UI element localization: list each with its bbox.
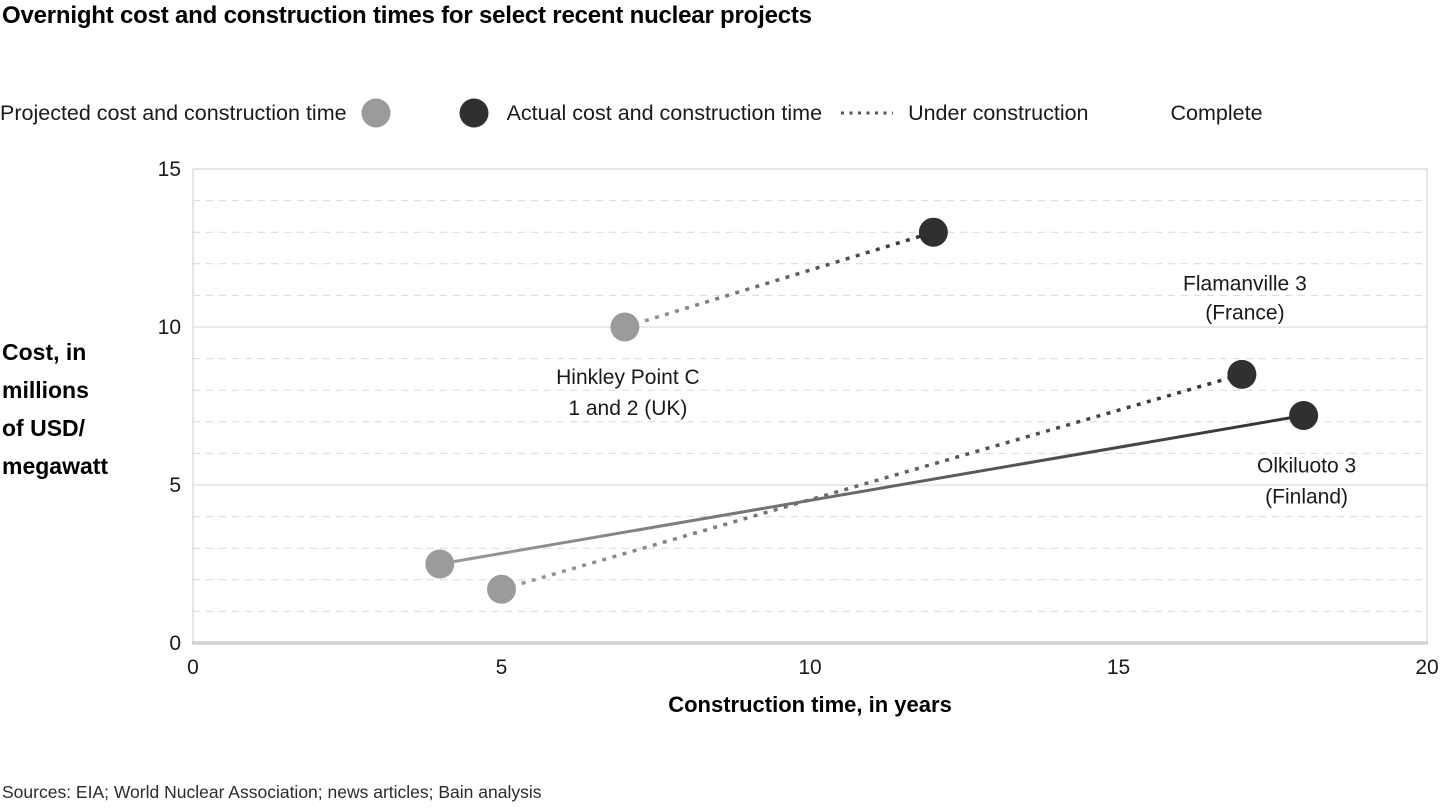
x-axis-tick-label: 20 (1415, 656, 1438, 679)
series-line-under_construction (501, 372, 1243, 591)
legend-complete-label: Complete (1170, 100, 1263, 125)
x-axis-tick-label: 15 (1107, 656, 1130, 679)
series-label-line: (Finland) (1265, 485, 1348, 508)
projected-data-point (425, 549, 455, 579)
y-axis-tick-label: 5 (169, 474, 181, 497)
projected-data-point (610, 312, 640, 342)
x-axis-title: Construction time, in years (668, 692, 952, 717)
y-axis-tick-label: 15 (158, 158, 181, 181)
series-label: Olkiluoto 3 (Finland) (1257, 454, 1356, 508)
actual-data-point (1289, 400, 1319, 430)
legend-actual-dot-icon (459, 98, 489, 128)
page-title: Overnight cost and construction times fo… (2, 2, 812, 29)
x-axis-tick-label: 10 (798, 656, 821, 679)
chart-svg: 0 5 10 15 20 0 5 10 15 Construction time, in year… (158, 158, 1439, 717)
legend-complete-sample (1106, 111, 1157, 115)
legend-projected-dot-icon (361, 98, 391, 128)
series-line-complete (439, 414, 1304, 566)
legend-projected-actual-sample (361, 98, 489, 128)
series-label-line: Flamanville 3 (1183, 272, 1307, 295)
chart-legend: Projected cost and construction time Act… (0, 95, 1440, 131)
projected-data-point (487, 574, 516, 604)
series-label-line: Olkiluoto 3 (1257, 454, 1356, 477)
actual-data-point (1227, 359, 1257, 389)
sources-note: Sources: EIA; World Nuclear Association;… (2, 782, 542, 802)
series-line-under_construction (624, 230, 934, 329)
series-label: Flamanville 3 (France) (1183, 272, 1307, 324)
series-label-line: Hinkley Point C (556, 366, 700, 389)
legend-actual-label: Actual cost and construction time (506, 100, 823, 125)
series-label: Hinkley Point C 1 and 2 (UK) (556, 366, 700, 420)
plot-border (192, 168, 1428, 644)
legend-under-construction-label: Under construction (908, 100, 1089, 125)
legend-projected-label: Projected cost and construction time (0, 100, 347, 125)
x-axis-tick-label: 0 (187, 656, 199, 679)
y-axis-tick-label: 0 (169, 632, 181, 655)
gridlines (193, 200, 1427, 612)
x-axis-tick-label: 5 (496, 656, 508, 679)
actual-data-point (918, 217, 948, 247)
series-label-line: (France) (1205, 301, 1284, 324)
y-axis-title: Cost, in millions of USD/ megawatt (2, 339, 109, 479)
series-label-line: 1 and 2 (UK) (568, 397, 687, 420)
y-axis-tick-label: 10 (158, 316, 181, 339)
legend-under-construction-sample (841, 111, 894, 115)
